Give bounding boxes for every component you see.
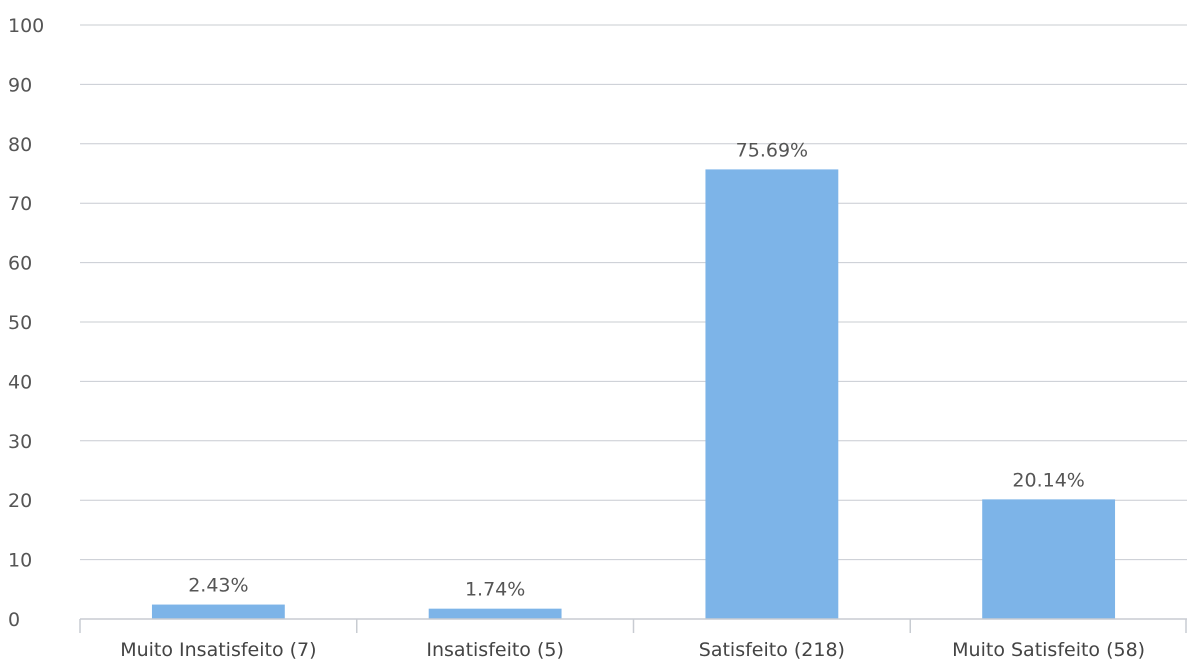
y-axis-ticks: 0 10 20 30 40 50 60 70 80 90 100 bbox=[8, 15, 44, 631]
data-label: 1.74% bbox=[465, 579, 525, 601]
bar bbox=[428, 608, 562, 619]
bar bbox=[151, 604, 285, 619]
y-tick-label: 20 bbox=[8, 490, 32, 512]
bar bbox=[982, 499, 1116, 619]
x-tick-label: Insatisfeito (5) bbox=[426, 639, 564, 661]
data-label: 75.69% bbox=[736, 139, 808, 161]
y-tick-label: 40 bbox=[8, 371, 32, 393]
bars bbox=[151, 169, 1116, 619]
x-tick-label: Muito Insatisfeito (7) bbox=[120, 639, 316, 661]
data-labels: 2.43% 1.74% 75.69% 20.14% bbox=[188, 139, 1085, 600]
y-tick-label: 70 bbox=[8, 193, 32, 215]
y-tick-label: 10 bbox=[8, 550, 32, 572]
y-tick-label: 60 bbox=[8, 253, 32, 275]
gridlines bbox=[80, 24, 1187, 561]
y-tick-label: 80 bbox=[8, 134, 32, 156]
y-tick-label: 30 bbox=[8, 431, 32, 453]
y-tick-label: 100 bbox=[8, 15, 44, 37]
x-axis: Muito Insatisfeito (7) Insatisfeito (5) Sa… bbox=[79, 618, 1187, 661]
x-tick-label: Muito Satisfeito (58) bbox=[952, 639, 1145, 661]
data-label: 2.43% bbox=[188, 575, 248, 597]
y-tick-label: 50 bbox=[8, 312, 32, 334]
y-tick-label: 0 bbox=[8, 609, 20, 631]
x-tick-label: Satisfeito (218) bbox=[699, 639, 845, 661]
bar bbox=[705, 169, 839, 619]
y-tick-label: 90 bbox=[8, 74, 32, 96]
data-label: 20.14% bbox=[1012, 469, 1084, 491]
